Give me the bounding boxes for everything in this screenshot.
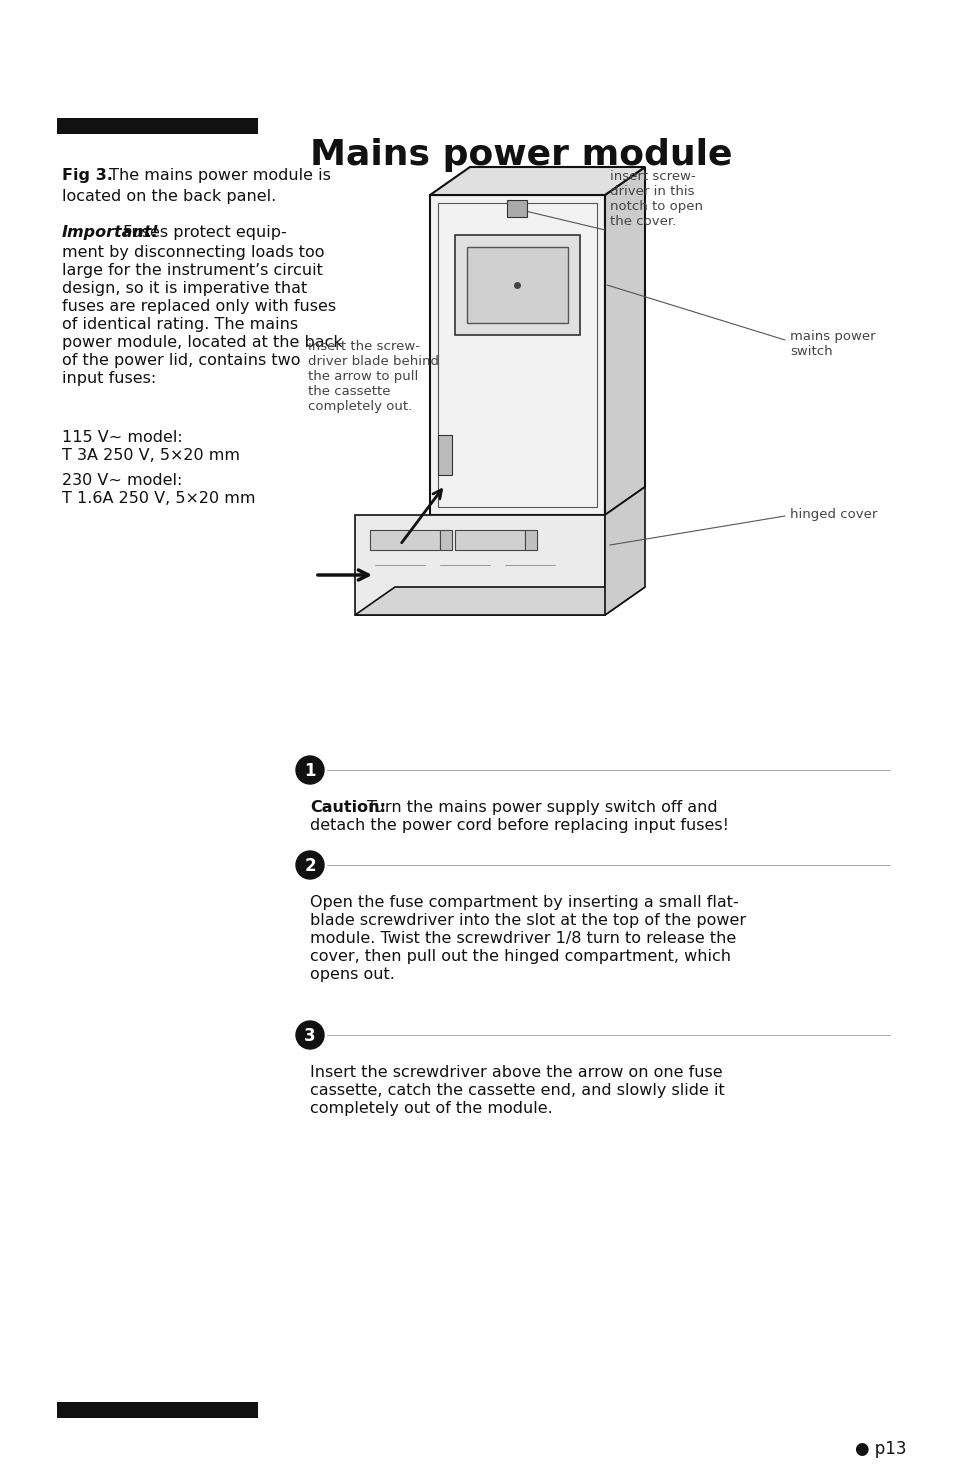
Polygon shape — [604, 167, 644, 515]
Text: The mains power module is: The mains power module is — [104, 168, 331, 183]
Text: 115 V~ model:: 115 V~ model: — [62, 431, 183, 445]
Text: Insert the screwdriver above the arrow on one fuse: Insert the screwdriver above the arrow o… — [310, 1065, 721, 1080]
Text: cover, then pull out the hinged compartment, which: cover, then pull out the hinged compartm… — [310, 948, 730, 965]
Text: Open the fuse compartment by inserting a small flat-: Open the fuse compartment by inserting a… — [310, 895, 738, 910]
Circle shape — [295, 1021, 324, 1049]
Text: completely out of the module.: completely out of the module. — [310, 1100, 552, 1117]
Bar — [455, 235, 579, 335]
Text: Fuses protect equip-: Fuses protect equip- — [118, 226, 287, 240]
Text: design, so it is imperative that: design, so it is imperative that — [62, 282, 307, 296]
Text: insert screw-
driver in this
notch to open
the cover.: insert screw- driver in this notch to op… — [609, 170, 702, 229]
Bar — [524, 530, 537, 550]
Text: power module, located at the back: power module, located at the back — [62, 335, 342, 350]
Text: Fig 3.: Fig 3. — [62, 168, 112, 183]
Text: ● p13: ● p13 — [854, 1440, 905, 1457]
Text: ment by disconnecting loads too: ment by disconnecting loads too — [62, 245, 324, 260]
Bar — [57, 118, 257, 134]
Text: T 1.6A 250 V, 5×20 mm: T 1.6A 250 V, 5×20 mm — [62, 491, 255, 506]
Text: located on the back panel.: located on the back panel. — [62, 189, 276, 204]
Bar — [506, 201, 526, 217]
Text: mains power
switch: mains power switch — [789, 330, 875, 358]
Bar — [370, 530, 439, 550]
Circle shape — [295, 851, 324, 879]
Text: large for the instrument’s circuit: large for the instrument’s circuit — [62, 263, 322, 277]
Text: Turn the mains power supply switch off and: Turn the mains power supply switch off a… — [361, 799, 717, 816]
Text: Important!: Important! — [62, 226, 159, 240]
Bar — [467, 246, 567, 323]
Bar — [437, 435, 452, 475]
Bar — [430, 195, 604, 515]
Text: 3: 3 — [304, 1027, 315, 1044]
Text: input fuses:: input fuses: — [62, 372, 156, 386]
Text: opens out.: opens out. — [310, 968, 395, 982]
Text: 2: 2 — [304, 857, 315, 875]
Bar — [439, 530, 452, 550]
Text: blade screwdriver into the slot at the top of the power: blade screwdriver into the slot at the t… — [310, 913, 745, 928]
Bar — [437, 204, 597, 507]
Text: of identical rating. The mains: of identical rating. The mains — [62, 317, 297, 332]
Text: hinged cover: hinged cover — [789, 507, 877, 521]
Text: Mains power module: Mains power module — [310, 139, 732, 173]
Text: 1: 1 — [304, 763, 315, 780]
Circle shape — [295, 757, 324, 785]
Polygon shape — [430, 167, 644, 195]
Text: Caution:: Caution: — [310, 799, 386, 816]
Polygon shape — [355, 587, 644, 615]
Text: T 3A 250 V, 5×20 mm: T 3A 250 V, 5×20 mm — [62, 448, 240, 463]
Bar — [455, 530, 524, 550]
Text: cassette, catch the cassette end, and slowly slide it: cassette, catch the cassette end, and sl… — [310, 1083, 724, 1097]
Text: insert the screw-
driver blade behind
the arrow to pull
the cassette
completely : insert the screw- driver blade behind th… — [308, 341, 438, 413]
Text: of the power lid, contains two: of the power lid, contains two — [62, 353, 300, 367]
Polygon shape — [604, 487, 644, 615]
Text: detach the power cord before replacing input fuses!: detach the power cord before replacing i… — [310, 819, 728, 833]
Text: module. Twist the screwdriver 1/8 turn to release the: module. Twist the screwdriver 1/8 turn t… — [310, 931, 736, 945]
Bar — [355, 515, 604, 615]
Text: fuses are replaced only with fuses: fuses are replaced only with fuses — [62, 299, 335, 314]
Text: 230 V~ model:: 230 V~ model: — [62, 473, 182, 488]
Bar — [57, 1403, 257, 1417]
